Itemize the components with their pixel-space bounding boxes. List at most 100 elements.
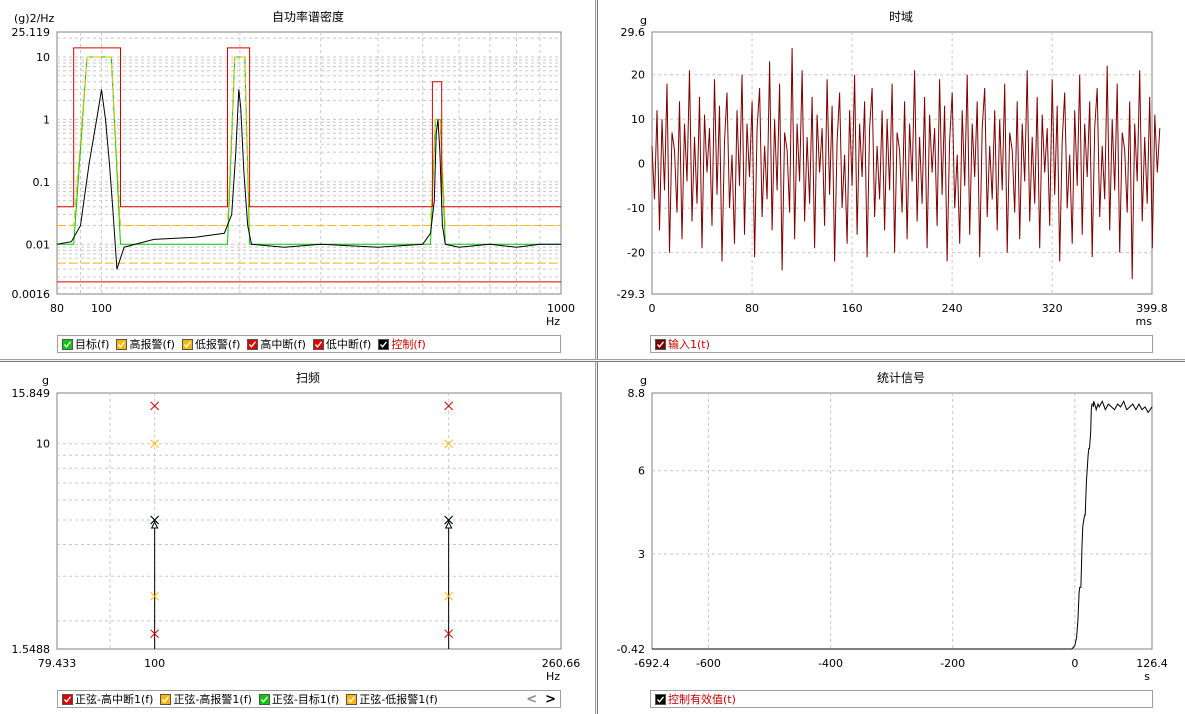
sweep-control-marker bbox=[444, 515, 454, 525]
stats-title: 统计信号 bbox=[877, 371, 925, 385]
legend-checkbox[interactable] bbox=[346, 693, 358, 705]
sweep-x-tick: 79.433 bbox=[38, 657, 77, 670]
psd-y-tick: 10 bbox=[36, 51, 50, 64]
stats-plot-frame bbox=[651, 392, 1153, 650]
legend-prev-button[interactable]: < bbox=[526, 691, 538, 707]
legend-next-button[interactable]: > bbox=[545, 691, 556, 707]
legend-label: 正弦-高中断1(f) bbox=[75, 693, 154, 706]
legend-checkbox[interactable] bbox=[655, 338, 666, 350]
time-x-tick: 0 bbox=[649, 302, 656, 315]
check-icon bbox=[118, 340, 126, 348]
legend-checkbox[interactable] bbox=[62, 338, 73, 350]
legend-item[interactable]: 控制有效值(t) bbox=[655, 691, 736, 707]
sweep-control-arrow bbox=[444, 520, 453, 529]
legend-checkbox[interactable] bbox=[258, 693, 270, 705]
legend-checkbox[interactable] bbox=[378, 338, 390, 350]
stats-x-tick: 0 bbox=[1071, 657, 1078, 670]
legend-item[interactable]: 控制(f) bbox=[378, 336, 426, 352]
legend-item[interactable]: 正弦-高中断1(f) bbox=[62, 691, 153, 707]
time-x-unit: ms bbox=[1136, 315, 1153, 328]
legend-item[interactable]: 目标(f) bbox=[62, 336, 109, 352]
check-icon bbox=[183, 340, 191, 348]
legend-nav: < > bbox=[518, 691, 556, 707]
time-y-tick: 29.6 bbox=[621, 26, 646, 39]
legend-checkbox[interactable] bbox=[181, 338, 193, 350]
sweep-marker bbox=[444, 439, 454, 449]
legend-checkbox[interactable] bbox=[247, 338, 259, 350]
sweep-control-arrow bbox=[150, 520, 159, 529]
time-x-tick: 320 bbox=[1042, 302, 1063, 315]
check-icon bbox=[63, 695, 72, 703]
legend-checkbox[interactable] bbox=[62, 693, 73, 705]
legend-item[interactable]: 正弦-低报警1(f) bbox=[346, 691, 438, 707]
psd-x-unit: Hz bbox=[546, 315, 560, 328]
stats-x-tick: -200 bbox=[940, 657, 965, 670]
check-icon bbox=[656, 695, 665, 703]
psd-y-tick: 0.0016 bbox=[12, 288, 51, 301]
check-icon bbox=[656, 340, 665, 348]
time-plot-frame bbox=[651, 31, 1153, 295]
psd-x-tick: 80 bbox=[50, 302, 64, 315]
time-y-tick: 0 bbox=[638, 158, 645, 171]
psd-series-line bbox=[57, 56, 561, 245]
check-icon bbox=[348, 695, 356, 703]
legend-item[interactable]: 高报警(f) bbox=[116, 336, 175, 352]
time-title: 时域 bbox=[889, 10, 913, 24]
time-y-unit: g bbox=[640, 14, 647, 27]
legend-label: 低中断(f) bbox=[325, 338, 372, 351]
psd-y-tick: 25.119 bbox=[12, 26, 51, 39]
legend-label: 高中断(f) bbox=[260, 338, 306, 351]
sweep-y-tick: 10 bbox=[36, 438, 50, 451]
legend-label: 目标(f) bbox=[75, 338, 110, 351]
check-icon bbox=[63, 340, 72, 348]
sweep-marker bbox=[444, 591, 454, 601]
legend-item[interactable]: 正弦-目标1(f) bbox=[258, 691, 340, 707]
psd-x-tick: 1000 bbox=[547, 302, 575, 315]
psd-series-line bbox=[57, 47, 561, 208]
stats-y-unit: g bbox=[640, 374, 647, 387]
legend-item[interactable]: 低中断(f) bbox=[312, 336, 372, 352]
sweep-marker bbox=[150, 591, 160, 601]
time-chart[interactable]: 时域 g ms 29.6 20 10 0 -10 -20 -29.3 0 80 160 240 320… bbox=[598, 0, 1185, 359]
stats-x-unit: s bbox=[1144, 670, 1150, 683]
legend-label: 控制有效值(t) bbox=[668, 693, 736, 706]
stats-x-tick: 126.4 bbox=[1136, 657, 1168, 670]
stats-x-tick: -692.4 bbox=[634, 657, 669, 670]
stats-y-tick: -0.42 bbox=[617, 643, 645, 656]
stats-chart[interactable]: 统计信号 g s 8.8 6 3 -0.42-692.4 -600 -400 -200 0 12… bbox=[598, 362, 1185, 714]
psd-chart[interactable]: 自功率谱密度 (g)2/Hz Hz 25.119 10 1 0.1 0.01 0.0016… bbox=[0, 0, 595, 359]
stats-x-tick: -400 bbox=[818, 657, 843, 670]
time-x-tick: 160 bbox=[842, 302, 863, 315]
legend-checkbox[interactable] bbox=[160, 693, 172, 705]
legend-checkbox[interactable] bbox=[116, 338, 128, 350]
legend-label: 正弦-目标1(f) bbox=[271, 693, 340, 706]
legend-label: 正弦-低报警1(f) bbox=[359, 693, 438, 706]
sweep-title: 扫频 bbox=[296, 371, 320, 385]
legend-item[interactable]: 高中断(f) bbox=[247, 336, 306, 352]
sweep-x-unit: Hz bbox=[546, 670, 560, 683]
horizontal-splitter[interactable] bbox=[0, 359, 1185, 362]
psd-y-tick: 0.1 bbox=[33, 176, 51, 189]
time-x-tick: 240 bbox=[942, 302, 963, 315]
time-y-tick: 20 bbox=[631, 69, 645, 82]
sweep-marker bbox=[150, 629, 160, 639]
legend-item[interactable]: 正弦-高报警1(f) bbox=[160, 691, 252, 707]
stats-y-tick: 3 bbox=[638, 548, 645, 561]
psd-x-tick: 100 bbox=[91, 302, 112, 315]
check-icon bbox=[380, 340, 388, 348]
sweep-y-unit: g bbox=[42, 374, 49, 387]
stats-y-tick: 6 bbox=[638, 465, 645, 478]
psd-y-unit: (g)2/Hz bbox=[14, 12, 55, 25]
sweep-marker bbox=[444, 401, 454, 411]
legend-checkbox[interactable] bbox=[312, 338, 324, 350]
time-y-tick: -29.3 bbox=[617, 288, 645, 301]
legend-item[interactable]: 输入1(t) bbox=[655, 336, 710, 352]
vertical-splitter[interactable] bbox=[595, 0, 598, 714]
check-icon bbox=[314, 340, 322, 348]
legend-item[interactable]: 低报警(f) bbox=[181, 336, 240, 352]
psd-panel: 自功率谱密度 (g)2/Hz Hz 25.119 10 1 0.1 0.01 0.0016… bbox=[0, 0, 595, 359]
psd-y-tick: 1 bbox=[43, 113, 50, 126]
legend-label: 高报警(f) bbox=[129, 338, 175, 351]
legend-checkbox[interactable] bbox=[655, 693, 666, 705]
